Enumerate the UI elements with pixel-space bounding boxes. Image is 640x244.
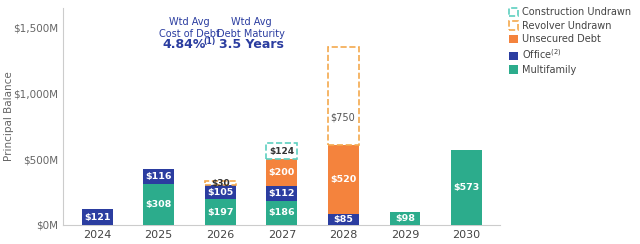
Bar xyxy=(266,143,297,160)
Bar xyxy=(451,150,482,225)
Text: Wtd Avg
Debt Maturity: Wtd Avg Debt Maturity xyxy=(217,17,285,39)
Bar xyxy=(328,47,359,145)
Text: 4.84%: 4.84% xyxy=(163,38,206,51)
Bar xyxy=(390,212,420,225)
Text: $98: $98 xyxy=(395,214,415,223)
Bar xyxy=(205,181,236,185)
Bar xyxy=(205,199,236,225)
Bar xyxy=(143,169,174,184)
Text: 3.5 Years: 3.5 Years xyxy=(219,38,284,51)
Bar xyxy=(266,186,297,201)
Text: $573: $573 xyxy=(453,183,479,192)
Bar xyxy=(328,145,359,214)
Text: $197: $197 xyxy=(207,207,234,216)
Bar xyxy=(143,184,174,225)
Text: $112: $112 xyxy=(269,189,295,198)
Text: (1): (1) xyxy=(203,37,215,46)
Text: $124: $124 xyxy=(269,147,294,156)
Text: $186: $186 xyxy=(269,208,295,217)
Bar xyxy=(205,185,236,199)
Text: $200: $200 xyxy=(269,168,295,177)
Text: $30: $30 xyxy=(211,179,230,188)
Text: $750: $750 xyxy=(330,113,355,123)
Text: Wtd Avg
Cost of Debt: Wtd Avg Cost of Debt xyxy=(159,17,220,39)
Text: $85: $85 xyxy=(333,215,353,224)
Text: $520: $520 xyxy=(330,175,356,184)
Text: $308: $308 xyxy=(145,200,172,209)
Y-axis label: Principal Balance: Principal Balance xyxy=(4,71,14,161)
Bar xyxy=(266,201,297,225)
Bar xyxy=(266,160,297,186)
Bar xyxy=(82,209,113,225)
Bar xyxy=(328,214,359,225)
Text: $105: $105 xyxy=(207,188,234,197)
Legend: Construction Undrawn, Revolver Undrawn, Unsecured Debt, Office$^{(2)}$, Multifam: Construction Undrawn, Revolver Undrawn, … xyxy=(505,4,636,79)
Text: $116: $116 xyxy=(145,172,172,181)
Text: $121: $121 xyxy=(84,213,111,222)
